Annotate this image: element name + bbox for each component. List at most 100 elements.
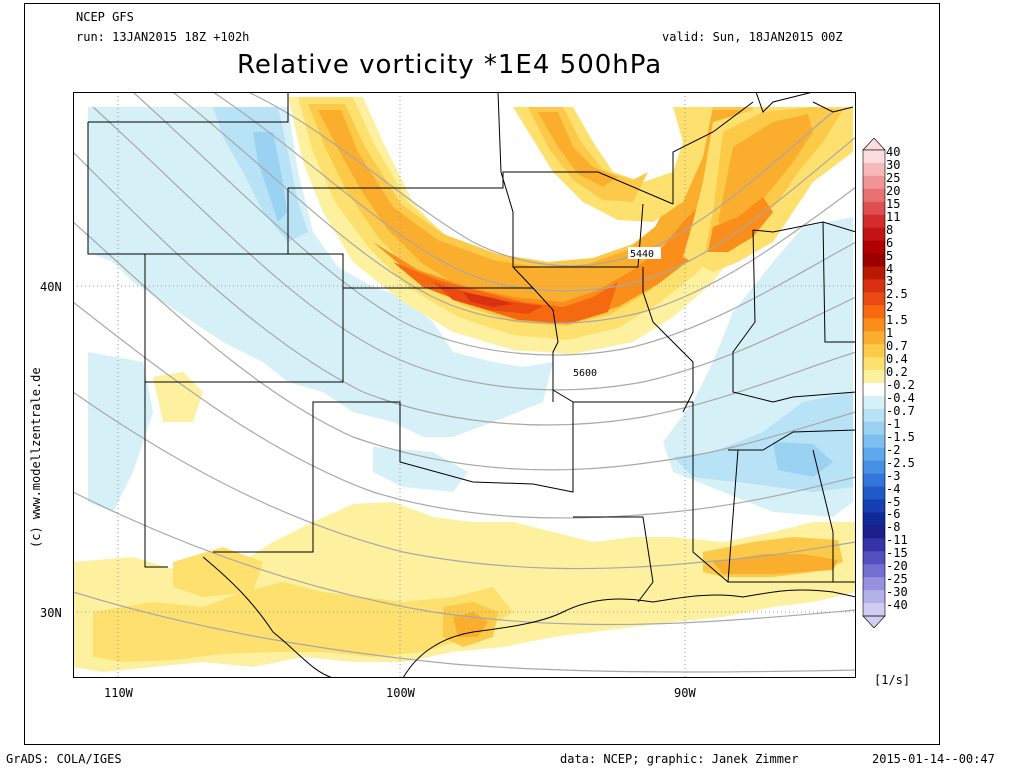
positive-vorticity-areas	[73, 97, 856, 672]
colorbar-swatch	[863, 305, 885, 319]
colorbar-level-label: -1	[886, 416, 901, 431]
lon-label-110w: 110W	[104, 686, 133, 700]
colorbar-swatch	[863, 577, 885, 591]
colorbar-swatch	[863, 253, 885, 267]
graticule	[73, 92, 856, 678]
colorbar-top-arrow	[862, 138, 886, 151]
colorbar-level-label: -5	[886, 494, 901, 509]
colorbar-level-label: -30	[886, 585, 908, 600]
model-name: NCEP GFS	[76, 10, 134, 24]
colorbar-level-label: 6	[886, 235, 894, 250]
lon-label-100w: 100W	[386, 686, 415, 700]
colorbar-swatch	[863, 150, 885, 164]
valid-time: valid: Sun, 18JAN2015 00Z	[662, 30, 843, 44]
colorbar-swatch	[863, 292, 885, 306]
colorbar-level-label: 11	[886, 209, 901, 224]
colorbar-level-label: -4	[886, 481, 901, 496]
colorbar-swatch	[863, 473, 885, 488]
colorbar-swatch	[863, 344, 885, 358]
colorbar-swatch	[863, 421, 885, 436]
colorbar-swatch	[863, 175, 885, 190]
colorbar-level-label: 15	[886, 196, 901, 211]
lat-label-40n: 40N	[40, 280, 62, 294]
negative-vorticity-areas	[88, 107, 853, 517]
colorbar-level-label: 4	[886, 261, 894, 276]
colorbar-level-label: 0.7	[886, 339, 908, 354]
contour-labels: 5440 5600	[571, 247, 661, 379]
lat-label-30n: 30N	[40, 606, 62, 620]
contour-label-5440: 5440	[630, 249, 654, 260]
colorbar-level-label: -3	[886, 468, 901, 483]
colorbar-swatch	[863, 279, 885, 293]
colorbar-swatch	[863, 486, 885, 500]
footer-credit: data: NCEP; graphic: Janek Zimmer	[560, 752, 799, 766]
colorbar-level-label: -40	[886, 598, 908, 613]
colorbar-swatch	[863, 395, 885, 410]
colorbar-level-label: -8	[886, 520, 901, 535]
boundaries	[87, 92, 856, 678]
colorbar-level-label: 1	[886, 326, 894, 341]
colorbar-swatch	[863, 408, 885, 423]
colorbar-swatch	[863, 318, 885, 332]
colorbar-level-label: -0.2	[886, 378, 915, 392]
colorbar-level-label: 20	[886, 183, 901, 198]
colorbar-level-label: 0.4	[886, 352, 908, 367]
colorbar-swatch	[863, 331, 885, 345]
colorbar-level-label: 2	[886, 300, 894, 315]
colorbar-level-label: 5	[886, 248, 894, 263]
colorbar-swatch	[863, 162, 885, 177]
colorbar-level-label: 2.5	[886, 287, 908, 302]
colorbar-swatch	[863, 499, 885, 513]
map-title: Relative vorticity *1E4 500hPa	[237, 50, 663, 80]
colorbar-swatch	[863, 564, 885, 578]
contour-label-5600: 5600	[573, 368, 597, 379]
colorbar-level-label: -20	[886, 559, 908, 574]
colorbar-swatch	[863, 525, 885, 539]
colorbar-level-label: -1.5	[886, 429, 915, 444]
colorbar-unit: [1/s]	[874, 673, 911, 687]
colorbar-level-label: 30	[886, 157, 901, 172]
colorbar-swatch	[863, 590, 885, 604]
colorbar-swatch	[863, 460, 885, 475]
colorbar-level-label: -2.5	[886, 455, 915, 470]
colorbar-swatch	[863, 240, 885, 255]
colorbar-level-label: 8	[886, 222, 894, 237]
colorbar-swatch	[863, 551, 885, 565]
colorbar-level-label: 3	[886, 274, 894, 289]
footer-timestamp: 2015-01-14--00:47	[872, 752, 995, 766]
lon-label-90w: 90W	[674, 686, 696, 700]
colorbar-swatch	[863, 214, 885, 229]
colorbar-level-label: -15	[886, 546, 908, 561]
colorbar-level-label: -0.4	[886, 390, 915, 405]
colorbar-swatch	[863, 188, 885, 203]
colorbar-swatch	[863, 227, 885, 242]
colorbar-swatch	[863, 383, 885, 397]
colorbar-swatch	[863, 201, 885, 216]
colorbar-level-label: 40	[886, 145, 901, 159]
colorbar	[862, 138, 886, 628]
colorbar-level-label: 1.5	[886, 313, 908, 328]
colorbar-swatch	[863, 370, 885, 384]
height-contours	[73, 92, 856, 673]
colorbar-level-label: -6	[886, 507, 901, 522]
plot-frame	[24, 3, 940, 745]
colorbar-bottom-arrow	[862, 615, 886, 628]
colorbar-level-label: -25	[886, 572, 908, 587]
colorbar-swatch	[863, 266, 885, 280]
run-info: run: 13JAN2015 18Z +102h	[76, 30, 250, 44]
footer-grads: GrADS: COLA/IGES	[6, 752, 122, 766]
colorbar-level-label: 0.2	[886, 365, 908, 380]
colorbar-swatch	[863, 603, 885, 617]
colorbar-swatch	[863, 357, 885, 371]
colorbar-level-label: -2	[886, 442, 901, 457]
colorbar-level-label: -0.7	[886, 403, 915, 418]
colorbar-level-label: 25	[886, 170, 901, 185]
colorbar-swatch	[863, 538, 885, 552]
vorticity-map: 5440 5600	[73, 92, 856, 678]
colorbar-swatch	[863, 512, 885, 526]
colorbar-level-label: -11	[886, 533, 908, 548]
colorbar-border	[862, 149, 886, 617]
colorbar-swatch	[863, 447, 885, 462]
colorbar-swatch	[863, 434, 885, 449]
watermark: (c) www.modellzentrale.de	[29, 367, 43, 548]
